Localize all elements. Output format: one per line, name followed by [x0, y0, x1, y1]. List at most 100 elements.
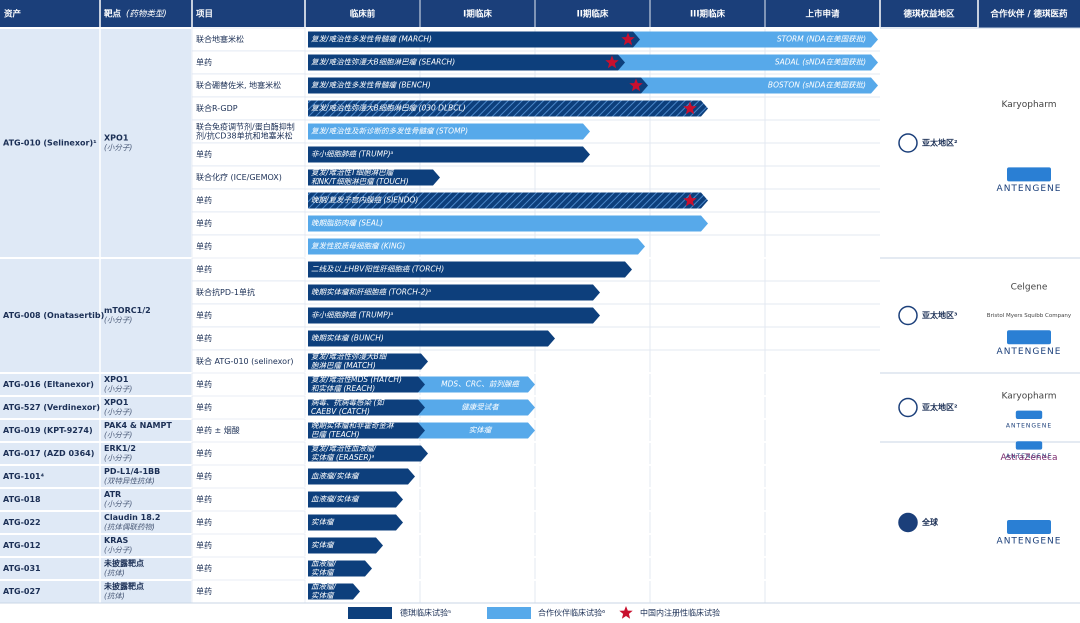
antengene-logo: [1007, 520, 1051, 534]
asset-name: ATG-017 (AZD 0364): [3, 449, 94, 458]
target: Claudin 18.2: [104, 513, 160, 522]
legend-label: 合作伙伴临床试验⁶: [538, 608, 605, 618]
antengene-bar: [308, 77, 648, 94]
star: [629, 78, 643, 92]
project: 剂/抗CD38单抗和地塞米松: [196, 131, 293, 141]
antengene-bar: [308, 583, 360, 600]
trial: 血液瘤/: [311, 582, 337, 591]
project: 单药: [196, 448, 212, 458]
target: XPO1: [104, 375, 129, 384]
asset-bg: [0, 28, 192, 603]
region: 全球: [921, 517, 939, 527]
partner-name: Celgene: [1011, 282, 1048, 292]
antengene-bar: [308, 422, 425, 439]
trial: 复发/难治性MDS (HATCH): [311, 375, 402, 384]
antengene-bar: [308, 514, 403, 531]
antengene-logo: [1007, 330, 1051, 345]
antengene-bar: [308, 54, 625, 71]
project: 单药: [196, 264, 212, 274]
trial: 血液瘤/: [311, 559, 337, 568]
target: PD-L1/4-1BB: [104, 467, 160, 476]
extra-label: 健康受试者: [461, 403, 500, 412]
partner-bar: [308, 215, 708, 232]
project: 单药 ± 烟酸: [196, 425, 240, 435]
trial: 病毒、抗病毒感染 (如: [311, 398, 385, 407]
partner-bar: [308, 123, 590, 140]
target-type: (小分子): [104, 546, 132, 555]
project: 单药: [196, 471, 212, 481]
phase-header: II期临床: [577, 9, 609, 20]
header-target-type: (药物类型): [126, 9, 167, 20]
antengene-bar: [308, 353, 428, 370]
region-icon: [898, 133, 918, 153]
asset-name: ATG-027: [3, 587, 41, 596]
trial: CAEBV (CATCH): [311, 407, 370, 416]
trial: 血液瘤/实体瘤: [311, 472, 360, 481]
partner-name: ANTENGENE: [1006, 423, 1052, 430]
project: 单药: [196, 57, 212, 67]
star: [605, 55, 619, 69]
antengene-bar: [308, 399, 425, 416]
target: KRAS: [104, 536, 129, 545]
target: 未披露靶点: [103, 558, 144, 568]
extra-label: MDS、CRC、前列腺癌: [441, 380, 520, 389]
partner-name: Bristol Myers Squibb Company: [987, 313, 1072, 319]
partner-name: ANTENGENE: [1006, 453, 1052, 460]
antengene-bar: [308, 192, 708, 209]
extra-label: SADAL (sNDA在美国获批): [775, 58, 866, 67]
project: 单药: [196, 586, 212, 596]
target-type: (抗体偶联药物): [104, 523, 155, 532]
trial: 复发/难治性弥漫大B细胞淋巴瘤 (030 DLBCL): [311, 104, 466, 113]
project: 单药: [196, 310, 212, 320]
region-icon: [898, 305, 918, 326]
project: 单药: [196, 379, 212, 389]
legend-swatch: [487, 607, 531, 619]
trial: 二线及以上HBV阳性肝细胞癌 (TORCH): [311, 265, 444, 274]
project: 单药: [196, 195, 212, 205]
target-type: (小分子): [104, 431, 132, 440]
asset-name: ATG-018: [3, 495, 41, 504]
target-type: (双特异性抗体): [104, 477, 155, 486]
project: 单药: [196, 149, 212, 159]
target-type: (抗体): [104, 592, 125, 601]
antengene-bar: [308, 468, 415, 485]
trial: 晚期实体瘤和非霍奇金淋: [311, 421, 395, 430]
target-type: (小分子): [104, 316, 132, 325]
project: 联合R-GDP: [196, 103, 238, 113]
asset-name: ATG-008 (Onatasertib): [3, 311, 104, 320]
phase-header: III期临床: [690, 9, 725, 20]
asset-name: ATG-012: [3, 541, 41, 550]
project: 单药: [196, 402, 212, 412]
trial: 晚期/复发子宫内膜癌 (SIENDO): [311, 196, 418, 205]
trial: 实体瘤: [311, 591, 335, 600]
trial: 晚期实体瘤 (BUNCH): [311, 334, 384, 343]
project: 联合 ATG-010 (selinexor): [196, 356, 293, 366]
trial: 胞淋巴瘤 (MATCH): [311, 361, 376, 370]
project: 联合抗PD-1单抗: [196, 287, 255, 297]
region: 亚太地区²: [922, 402, 958, 412]
partner-bar: [308, 238, 645, 255]
antengene-bar: [308, 284, 600, 301]
trial: 复发/难治性多发性骨髓瘤 (BENCH): [311, 81, 431, 90]
target-type: (小分子): [104, 454, 132, 463]
project: 单药: [196, 540, 212, 550]
trial: 实体瘤 (ERASER)ᵃ: [311, 453, 375, 462]
target-type: (抗体): [104, 569, 125, 578]
antengene-bar: [308, 169, 440, 186]
partner-name: ANTENGENE: [997, 537, 1062, 547]
trial: 复发/难治性T细胞淋巴瘤: [311, 168, 395, 177]
target: ATR: [104, 490, 121, 499]
asset-name: ATG-016 (Eltanexor): [3, 380, 94, 389]
header-asset: 资产: [4, 9, 22, 20]
asset-name: ATG-022: [3, 518, 41, 527]
antengene-bar: [308, 100, 708, 117]
antengene-bar: [308, 537, 383, 554]
phase-header: 上市申请: [805, 9, 840, 20]
trial: 实体瘤: [311, 518, 335, 527]
project: 联合硼替佐米, 地塞米松: [196, 80, 281, 90]
target: XPO1: [104, 398, 129, 407]
target-type: (小分子): [104, 408, 132, 417]
target: 未披露靶点: [103, 581, 144, 591]
trial: 晚期脂肪肉瘤 (SEAL): [311, 219, 383, 228]
